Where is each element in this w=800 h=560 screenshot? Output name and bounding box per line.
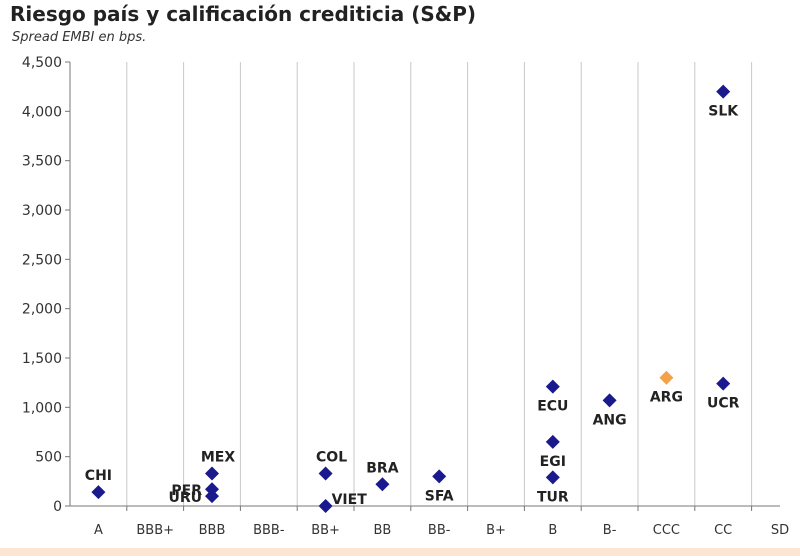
data-point-col <box>318 466 333 481</box>
x-tick-label: BBB <box>199 523 226 538</box>
x-tick-label: A <box>94 523 103 538</box>
data-point-mex <box>205 466 219 481</box>
data-label-slk: SLK <box>708 104 739 120</box>
data-point-bra <box>375 477 390 492</box>
data-label-arg: ARG <box>650 390 683 406</box>
x-tick-label: BBB+ <box>136 523 174 538</box>
chart-subtitle: Spread EMBI en bps. <box>12 30 147 45</box>
data-label-ucr: UCR <box>707 396 740 412</box>
chart-area: 0 500 1,000 1,500 2,000 2,500 3,000 3,500 4,000 4… <box>0 50 800 556</box>
data-label-ang: ANG <box>593 412 627 428</box>
x-tick-label: BBB- <box>253 523 285 538</box>
data-label-tur: TUR <box>537 489 569 505</box>
data-point-tur <box>545 470 560 485</box>
data-point-arg <box>659 370 674 385</box>
chart-title: Riesgo país y calificación crediticia (S… <box>10 2 476 26</box>
y-tick-label: 3,500 <box>22 154 62 170</box>
x-tick-label: BB- <box>428 523 451 538</box>
data-label-uru: URU <box>168 490 202 506</box>
y-tick-label: 1,000 <box>22 400 62 416</box>
x-tick-label: SD <box>771 523 789 538</box>
data-point-chi <box>91 485 106 500</box>
data-label-egi: EGI <box>540 454 566 470</box>
x-tick-label: B <box>548 523 557 538</box>
data-point-egi <box>545 434 560 449</box>
bottom-strip <box>0 548 800 556</box>
data-label-ecu: ECU <box>537 399 568 415</box>
y-tick-label: 500 <box>35 450 62 466</box>
data-label-viet: VIET <box>332 492 368 508</box>
x-tick-label: B+ <box>486 523 506 538</box>
y-tick-label: 3,000 <box>22 203 62 219</box>
x-tick-label: CCC <box>653 523 680 538</box>
data-label-bra: BRA <box>366 460 398 476</box>
y-tick-label: 4,000 <box>22 104 62 120</box>
y-tick-label: 0 <box>53 499 62 515</box>
data-label-sfa: SFA <box>425 488 454 504</box>
x-tick-label: CC <box>714 523 732 538</box>
scatter-chart: 0 500 1,000 1,500 2,000 2,500 3,000 3,500 4,000 4… <box>22 55 789 538</box>
data-label-per: PER <box>171 483 202 499</box>
x-tick-label: B- <box>603 523 617 538</box>
data-point-ucr <box>716 376 731 391</box>
data-point-sfa <box>432 469 447 484</box>
data-point-uru <box>205 489 219 504</box>
data-point-viet <box>318 499 333 513</box>
y-tick-label: 4,500 <box>22 55 62 71</box>
x-tick-label: BB <box>373 523 391 538</box>
y-tick-label: 2,000 <box>22 302 62 318</box>
data-label-col: COL <box>316 449 347 465</box>
data-point-slk <box>716 84 731 99</box>
y-tick-label: 2,500 <box>22 252 62 268</box>
y-tick-label: 1,500 <box>22 351 62 367</box>
data-label-mex: MEX <box>201 449 235 465</box>
data-point-ecu <box>545 379 560 394</box>
data-point-ang <box>602 393 617 408</box>
x-tick-label: BB+ <box>311 523 340 538</box>
data-label-chi: CHI <box>85 468 112 484</box>
